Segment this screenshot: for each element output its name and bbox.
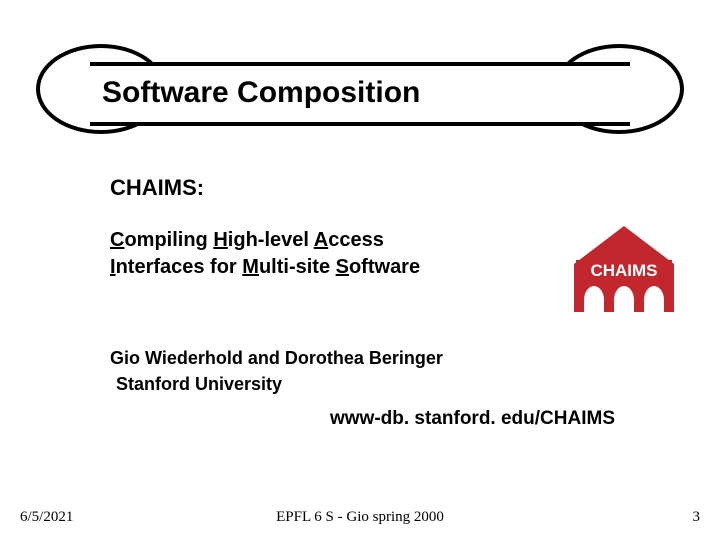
title-banner: Software Composition (30, 42, 690, 142)
acronym-text: oftware (349, 256, 420, 278)
acronym-text: ompiling (124, 229, 213, 251)
acronym-letter-s: S (336, 256, 349, 278)
logo-label-text: CHAIMS (590, 261, 657, 280)
acronym-text: igh-level (228, 229, 314, 251)
acronym-text: ccess (328, 229, 384, 251)
acronym-letter-m: M (242, 256, 259, 278)
acronym-letter-a: A (314, 229, 328, 251)
author-affiliation: Stanford University (110, 371, 443, 397)
subtitle: CHAIMS: (110, 175, 670, 201)
acronym-text: nterfaces for (116, 256, 243, 278)
acronym-letter-c: C (110, 229, 124, 251)
author-names: Gio Wiederhold and Dorothea Beringer (110, 345, 443, 371)
slide-footer: 6/5/2021 EPFL 6 S - Gio spring 2000 3 (20, 509, 700, 526)
footer-page-number: 3 (693, 509, 701, 526)
chaims-logo: CHAIMS (570, 226, 678, 312)
footer-center: EPFL 6 S - Gio spring 2000 (276, 509, 444, 526)
footer-date: 6/5/2021 (20, 509, 73, 526)
acronym-text: ulti-site (259, 256, 336, 278)
slide-title: Software Composition (102, 76, 630, 110)
title-bar: Software Composition (90, 62, 630, 126)
authors-block: Gio Wiederhold and Dorothea Beringer Sta… (110, 345, 443, 397)
project-url: www-db. stanford. edu/CHAIMS (330, 408, 615, 430)
acronym-letter-h: H (213, 229, 227, 251)
